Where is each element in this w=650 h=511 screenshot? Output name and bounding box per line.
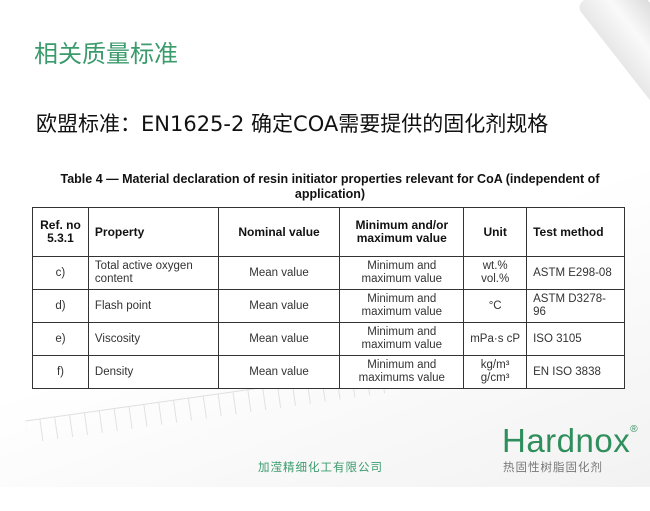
cell-unit: °C [463, 289, 528, 323]
brand-tagline: 热固性树脂固化剂 [503, 460, 603, 474]
table-row: f) Density Mean value Minimum and maximums … [32, 355, 625, 389]
table-header-row: Ref. no 5.3.1 Property Nominal value Min… [32, 207, 625, 257]
table-row: e) Viscosity Mean value Minimum and maximum… [32, 322, 625, 356]
cell-ref: f) [32, 355, 89, 389]
cell-unit: wt.% vol.% [463, 256, 528, 290]
table-caption: Table 4 — Material declaration of resin … [60, 172, 600, 201]
cell-minmax: Minimum and maximum value [339, 322, 465, 356]
cell-minmax: Minimum and maximum value [339, 289, 465, 323]
cell-test-method: EN ISO 3838 [526, 355, 625, 389]
slide-title: 相关质量标准 [34, 40, 178, 68]
brand-name: Hardnox [502, 422, 631, 459]
cell-test-method: ASTM D3278-96 [526, 289, 625, 323]
table-row: c) Total active oxygen content Mean value M… [32, 256, 625, 290]
header-nominal: Nominal value [217, 207, 341, 257]
cell-property: Flash point [87, 289, 219, 323]
cell-test-method: ASTM E298-08 [526, 256, 625, 290]
header-property: Property [87, 207, 219, 257]
header-unit: Unit [463, 207, 528, 257]
cell-unit: kg/m³ g/cm³ [463, 355, 528, 389]
cell-property: Density [87, 355, 219, 389]
header-test-method: Test method [526, 207, 625, 257]
cell-nominal: Mean value [217, 355, 341, 389]
header-ref: Ref. no 5.3.1 [32, 207, 89, 257]
cell-nominal: Mean value [217, 289, 341, 323]
brand-logo: Hardnox® [502, 422, 638, 460]
cell-minmax: Minimum and maximum value [339, 256, 465, 290]
cell-nominal: Mean value [217, 322, 341, 356]
cell-property: Viscosity [87, 322, 219, 356]
cell-property: Total active oxygen content [87, 256, 219, 290]
table-row: d) Flash point Mean value Minimum and maxim… [32, 289, 625, 323]
header-minmax: Minimum and/or maximum value [339, 207, 465, 257]
cell-ref: e) [32, 322, 89, 356]
spec-table: Ref. no 5.3.1 Property Nominal value Min… [32, 207, 625, 389]
slide-subtitle: 欧盟标准：EN1625-2 确定COA需要提供的固化剂规格 [36, 112, 549, 136]
registered-mark: ® [630, 424, 639, 435]
cell-unit: mPa·s cP [463, 322, 528, 356]
cell-ref: d) [32, 289, 89, 323]
cell-nominal: Mean value [217, 256, 341, 290]
cell-minmax: Minimum and maximums value [339, 355, 465, 389]
company-name: 加滢精细化工有限公司 [258, 460, 383, 474]
cell-test-method: ISO 3105 [526, 322, 625, 356]
cell-ref: c) [32, 256, 89, 290]
